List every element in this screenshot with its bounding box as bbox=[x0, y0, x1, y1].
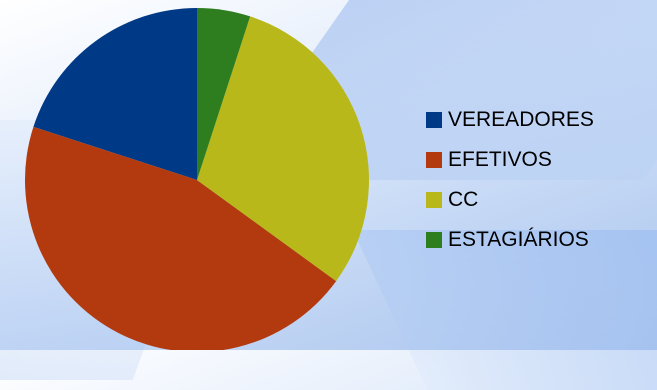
legend-label-cc: CC bbox=[448, 188, 479, 211]
legend-item-vereadores: VEREADORES bbox=[426, 100, 594, 140]
pie-slices bbox=[24, 8, 369, 350]
legend-label-efetivos: EFETIVOS bbox=[448, 148, 552, 171]
legend-swatch-cc bbox=[426, 192, 442, 208]
legend-item-estagiarios: ESTAGIÁRIOS bbox=[426, 220, 594, 260]
pie-chart bbox=[24, 8, 369, 350]
pie-slice-efetivos bbox=[24, 126, 337, 350]
pie-slice-vereadores bbox=[33, 8, 198, 180]
legend-swatch-estagiarios bbox=[426, 232, 442, 248]
pie-slice-estagiarios bbox=[197, 8, 251, 180]
legend-swatch-vereadores bbox=[426, 112, 442, 128]
legend-item-efetivos: EFETIVOS bbox=[426, 140, 594, 180]
legend-swatch-efetivos bbox=[426, 152, 442, 168]
pie-slice-cc bbox=[197, 16, 369, 282]
chart-legend: VEREADORES EFETIVOS CC ESTAGIÁRIOS bbox=[426, 100, 594, 260]
legend-item-cc: CC bbox=[426, 180, 594, 220]
legend-label-vereadores: VEREADORES bbox=[448, 108, 594, 131]
legend-label-estagiarios: ESTAGIÁRIOS bbox=[448, 228, 589, 251]
